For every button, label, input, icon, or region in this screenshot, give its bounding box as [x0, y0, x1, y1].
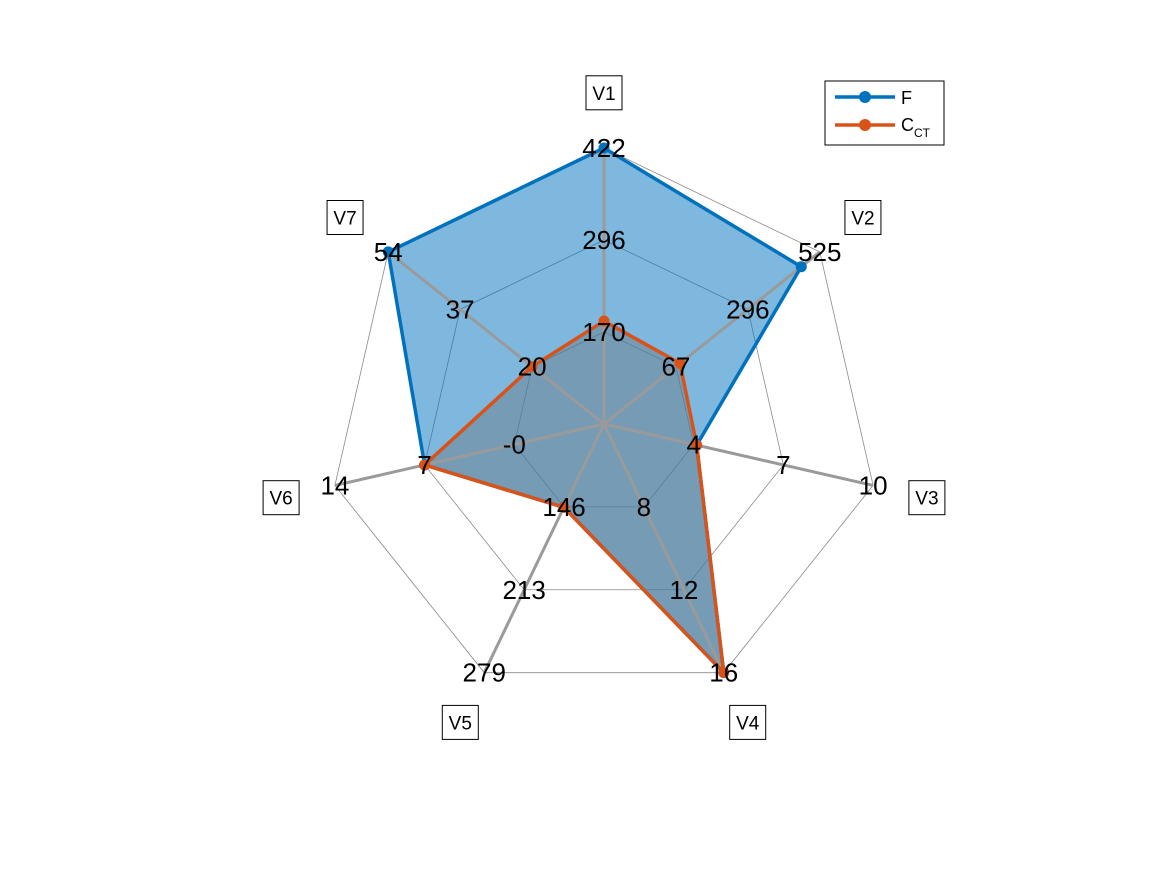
legend-label-cct-sub: CT [914, 126, 931, 140]
tick-v5-2: 279 [463, 658, 506, 688]
axis-label-text: V3 [915, 489, 938, 510]
series-line-1 [422, 319, 726, 675]
axis-label-text: V7 [333, 209, 356, 230]
axis-label-box [908, 480, 946, 516]
axis-label-v6: V6 [262, 480, 300, 516]
spoke-v3 [603, 422, 874, 487]
legend: F CCT [824, 80, 945, 146]
axis-label-v5: V5 [441, 704, 479, 740]
tick-v5-0: 146 [542, 492, 585, 522]
series-fill-1 [424, 321, 724, 673]
spoke-v4 [602, 423, 726, 674]
spoke-v2 [603, 250, 821, 426]
spoke-v5 [482, 423, 606, 674]
axis-label-v2: V2 [844, 200, 882, 236]
series-fills [388, 148, 802, 673]
legend-marker-f [859, 91, 871, 103]
tick-v7-2: 54 [374, 237, 403, 267]
axis-label-text: V4 [736, 713, 760, 734]
series-1-point-v2 [674, 357, 686, 369]
axis-spokes [334, 148, 874, 674]
tick-labels: 170 296 422 67 296 525 4 7 10 8 12 16 146 213 279 -0 7 14… [320, 133, 887, 688]
series-0-point-v1 [598, 142, 610, 154]
tick-v6-0: -0 [503, 429, 526, 459]
legend-marker-cct [859, 119, 871, 131]
axis-label-text: V5 [449, 713, 472, 734]
tick-v2-0: 67 [661, 352, 690, 382]
tick-v3-0: 4 [686, 429, 700, 459]
tick-v7-1: 37 [446, 294, 475, 324]
tick-v5-1: 213 [502, 575, 545, 605]
tick-v2-2: 525 [798, 237, 841, 267]
series-1-point-v6 [419, 459, 431, 471]
legend-label-f: F [901, 88, 912, 108]
tick-v4-1: 12 [669, 575, 698, 605]
axis-label-v3: V3 [908, 480, 946, 516]
tick-v1-1: 296 [582, 225, 625, 255]
tick-v7-0: 20 [518, 352, 547, 382]
axis-label-v4: V4 [729, 704, 767, 740]
series-0-point-v7 [382, 246, 394, 258]
tick-v3-2: 10 [859, 470, 888, 500]
axis-labels: V1 V2 V3 V4 V5 V6 V7 [262, 75, 946, 740]
tick-v2-1: 296 [726, 294, 769, 324]
series-1-point-v4 [718, 667, 730, 679]
series-1-point-v5 [558, 501, 570, 513]
axis-label-box [585, 75, 623, 111]
axis-label-box [441, 704, 479, 740]
axis-label-text: V1 [592, 84, 615, 105]
axis-label-box [844, 200, 882, 236]
legend-label-cct-main: C [901, 115, 914, 135]
legend-box [824, 80, 945, 146]
legend-label-cct: CCT [901, 115, 931, 140]
axis-label-text: V2 [851, 209, 874, 230]
tick-v4-2: 16 [709, 658, 738, 688]
spoke-v7 [387, 250, 605, 426]
axis-label-v1: V1 [585, 75, 623, 111]
series-lines [382, 142, 807, 679]
axis-label-box [729, 704, 767, 740]
tick-v3-1: 7 [776, 450, 790, 480]
tick-v1-2: 422 [582, 133, 625, 163]
axis-label-v7: V7 [326, 200, 364, 236]
grid-ring-3 [334, 147, 874, 674]
axis-label-box [262, 480, 300, 516]
series-1-point-v1 [598, 315, 610, 327]
tick-v6-1: 7 [417, 450, 431, 480]
tick-v1-0: 170 [582, 317, 625, 347]
spoke-v6 [334, 422, 605, 487]
axis-label-text: V6 [269, 489, 292, 510]
tick-v6-2: 14 [320, 470, 349, 500]
tick-v4-0: 8 [637, 492, 651, 522]
axis-label-box [326, 200, 364, 236]
series-0-point-v2 [795, 261, 807, 273]
series-1-point-v3 [691, 439, 703, 451]
series-1-point-v7 [526, 361, 538, 373]
